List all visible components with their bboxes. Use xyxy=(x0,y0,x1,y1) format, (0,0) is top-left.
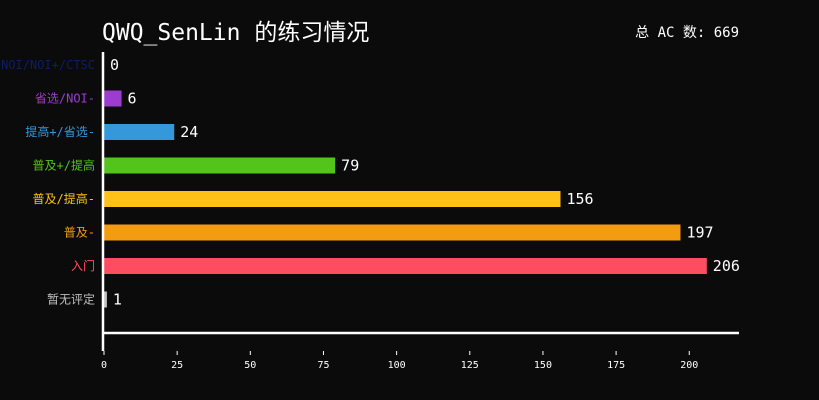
bar xyxy=(104,191,561,207)
value-label: 197 xyxy=(686,224,713,242)
value-label: 156 xyxy=(566,190,593,208)
x-tick-label: 175 xyxy=(607,360,625,371)
category-label: 入门 xyxy=(71,258,95,273)
category-label: 暂无评定 xyxy=(47,292,95,307)
x-tick-label: 0 xyxy=(101,360,107,371)
bar xyxy=(104,124,175,140)
x-tick-label: 25 xyxy=(171,360,183,371)
value-label: 6 xyxy=(128,90,137,108)
value-label: 1 xyxy=(113,291,122,309)
axes: 0 25 50 75 100 125 150 175 200 xyxy=(101,52,739,371)
value-label: 24 xyxy=(180,123,198,141)
category-label: NOI/NOI+/CTSC xyxy=(1,58,95,72)
chart-title: QWQ_SenLin 的练习情况 xyxy=(102,20,369,46)
bar xyxy=(104,224,681,241)
bars-layer: NOI/NOI+/CTSC 0 省选/NOI- 6 提高+/省选- 24 普及+/提高 79 普… xyxy=(1,56,740,309)
x-tick-label: 150 xyxy=(534,360,552,371)
x-tick-label: 200 xyxy=(680,360,698,371)
total-ac-count: 总 AC 数: 669 xyxy=(635,25,739,41)
category-label: 提高+/省选- xyxy=(25,124,95,139)
category-label: 普及/提高- xyxy=(33,191,95,206)
bar xyxy=(104,157,336,174)
x-tick-label: 125 xyxy=(461,360,479,371)
value-label: 79 xyxy=(341,157,359,175)
x-tick-label: 100 xyxy=(388,360,406,371)
category-label: 普及- xyxy=(64,226,95,240)
x-tick-label: 50 xyxy=(244,360,256,371)
category-label: 省选/NOI- xyxy=(35,92,95,106)
bar xyxy=(104,258,707,274)
value-label: 0 xyxy=(110,56,119,74)
value-label: 206 xyxy=(713,257,740,275)
bar xyxy=(104,291,107,308)
x-tick-label: 75 xyxy=(317,360,329,371)
category-label: 普及+/提高 xyxy=(33,158,95,173)
bar xyxy=(104,90,122,107)
